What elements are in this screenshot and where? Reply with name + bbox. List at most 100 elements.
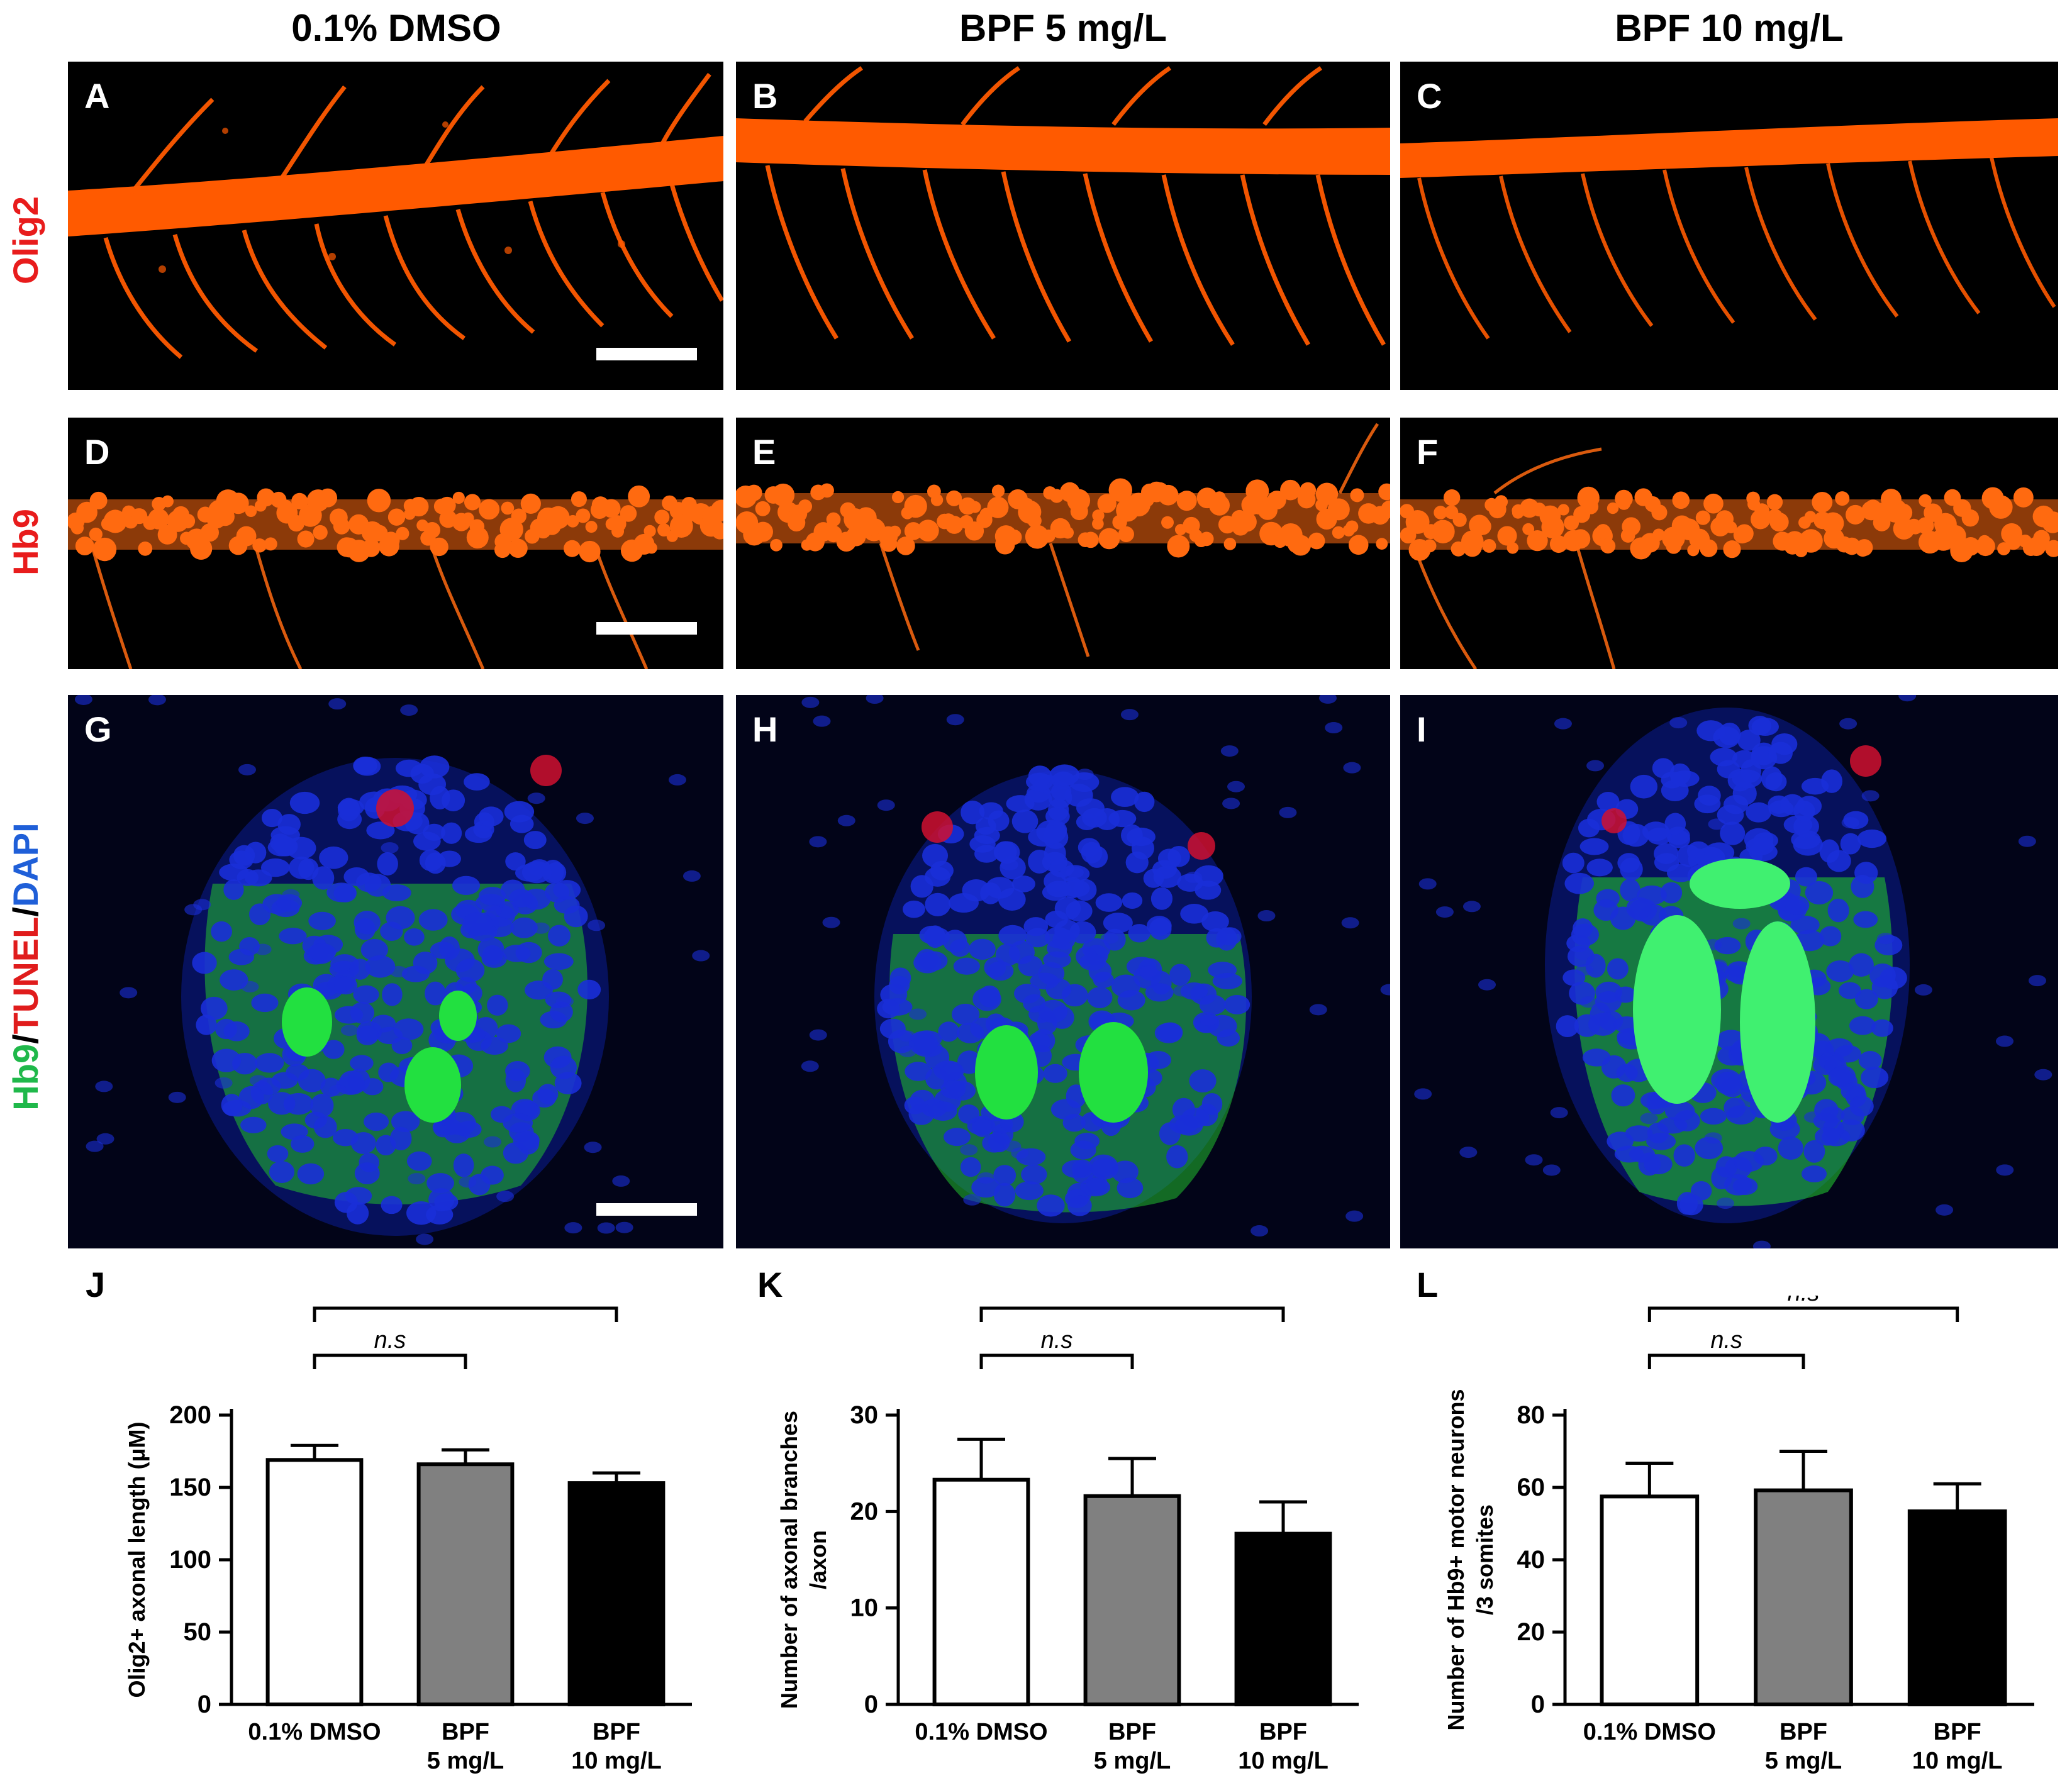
- y-tick-label: 60: [1517, 1474, 1546, 1501]
- x-tick-label: BPF: [442, 1719, 489, 1745]
- x-tick-label: BPF: [1259, 1719, 1307, 1745]
- bar: [265, 1458, 364, 1706]
- row-label-tunel: TUNEL: [6, 916, 45, 1035]
- panel-d-hb9-dmso: D: [68, 418, 723, 669]
- y-tick-label: 80: [1517, 1401, 1546, 1429]
- panel-letter-b: B: [752, 76, 778, 116]
- significance-label: n.s: [374, 1327, 406, 1353]
- significance-bracket: [313, 1353, 467, 1369]
- panel-letter-g: G: [84, 709, 112, 749]
- chart-letter-k: K: [757, 1265, 783, 1304]
- bar-chart-k: 0 10 20 30 Number of axonal branches/axon 0.1…: [730, 1296, 1396, 1778]
- hb9-image-f: [1400, 447, 2058, 669]
- y-tick-label: 20: [1517, 1618, 1546, 1646]
- x-tick-label: BPF: [1108, 1719, 1156, 1745]
- olig2-image-c: [1400, 118, 2058, 340]
- y-tick-label: 30: [850, 1401, 879, 1429]
- bar-chart-j: 0 50 100 150 200 Olig2+ axonal length (μM) 0.1…: [63, 1296, 730, 1778]
- panel-letter-h: H: [752, 709, 778, 749]
- y-tick-label: 0: [864, 1691, 878, 1718]
- chart-letter-l: L: [1417, 1265, 1439, 1304]
- triple-image-h: [801, 695, 1390, 1237]
- y-axis-label: Number of Hb9+ motor neurons: [1443, 1389, 1469, 1730]
- row-label-olig2: Olig2: [6, 196, 45, 285]
- triple-image-g: [74, 695, 710, 1245]
- x-tick-label: 5 mg/L: [427, 1748, 504, 1774]
- scale-bar-a: [596, 348, 697, 360]
- panel-f-hb9-bpf10: F: [1400, 418, 2058, 669]
- bar: [1754, 1488, 1853, 1706]
- row-label-sep-1: /: [6, 1034, 45, 1044]
- significance-label: ***: [1118, 1296, 1147, 1306]
- bar: [932, 1477, 1030, 1706]
- significance-label: n.s: [1710, 1327, 1742, 1353]
- panel-i-triple-bpf10: I: [1400, 695, 2058, 1248]
- hb9-image-d: [68, 485, 723, 669]
- y-tick-label: 50: [184, 1618, 212, 1646]
- panel-e-hb9-bpf5: E: [736, 418, 1390, 669]
- x-tick-label: 5 mg/L: [1765, 1748, 1842, 1774]
- panel-b-olig2-bpf5: B: [736, 62, 1390, 390]
- y-axis-label: /3 somites: [1472, 1504, 1498, 1615]
- bar-chart-l: 0 20 40 60 80 Number of Hb9+ motor neurons/3 …: [1396, 1296, 2072, 1778]
- x-tick-label: BPF: [1780, 1719, 1827, 1745]
- bar: [1234, 1531, 1332, 1706]
- chart-svg-l: 0 20 40 60 80 Number of Hb9+ motor neurons/3 …: [1443, 1296, 2034, 1774]
- y-axis-label: Olig2+ axonal length (μM): [124, 1421, 150, 1697]
- triple-image-i: [1414, 695, 2053, 1248]
- chart-svg-j: 0 50 100 150 200 Olig2+ axonal length (μM) 0.1…: [124, 1296, 692, 1774]
- panel-letter-d: D: [84, 432, 110, 472]
- y-tick-label: 200: [169, 1401, 211, 1429]
- y-axis-label: Number of axonal branches: [776, 1411, 802, 1709]
- significance-bracket: [979, 1353, 1134, 1369]
- panel-letter-a: A: [84, 76, 110, 116]
- y-tick-label: 40: [1517, 1546, 1546, 1574]
- olig2-image-b: [736, 66, 1390, 346]
- panel-g-triple-dmso: G: [68, 695, 723, 1248]
- significance-bracket: [1647, 1353, 1805, 1369]
- row-label-sep-2: /: [6, 907, 45, 917]
- x-tick-label: BPF: [593, 1719, 640, 1745]
- y-tick-label: 10: [850, 1594, 879, 1622]
- chart-svg-k: 0 10 20 30 Number of axonal branches/axon 0.1…: [776, 1296, 1359, 1774]
- panel-h-triple-bpf5: H: [736, 695, 1390, 1248]
- panel-letter-i: I: [1417, 709, 1427, 749]
- x-tick-label: 5 mg/L: [1094, 1748, 1171, 1774]
- row-label-dapi: DAPI: [6, 823, 45, 908]
- column-header-bpf5: BPF 5 mg/L: [959, 7, 1167, 49]
- bar: [1907, 1509, 2007, 1706]
- x-tick-label: 0.1% DMSO: [915, 1719, 1047, 1745]
- scale-bar-d: [596, 622, 697, 635]
- y-tick-label: 20: [850, 1497, 879, 1525]
- significance-bracket: [1647, 1306, 1959, 1322]
- row-label-hb9-tunel-dapi: Hb9/TUNEL/DAPI: [5, 696, 45, 1237]
- x-tick-label: 10 mg/L: [571, 1748, 662, 1774]
- x-tick-label: 10 mg/L: [1912, 1748, 2003, 1774]
- row-label-hb9: Hb9: [6, 509, 45, 575]
- hb9-image-e: [736, 423, 1390, 657]
- y-axis-label: /axon: [805, 1530, 831, 1589]
- x-tick-label: BPF: [1934, 1719, 1981, 1745]
- significance-label: ***: [452, 1296, 480, 1306]
- panel-letter-e: E: [752, 432, 776, 472]
- chart-letter-j: J: [86, 1265, 106, 1304]
- significance-bracket: [313, 1306, 618, 1322]
- bar: [416, 1462, 515, 1706]
- bar: [1083, 1494, 1181, 1706]
- panel-a-olig2-dmso: A: [68, 62, 723, 390]
- scale-bar-g: [596, 1203, 697, 1216]
- x-tick-label: 10 mg/L: [1238, 1748, 1328, 1774]
- olig2-image-a: [68, 72, 723, 359]
- y-tick-label: 100: [169, 1546, 211, 1574]
- significance-label: n.s: [1788, 1296, 1820, 1306]
- row-label-hb9-green: Hb9: [6, 1043, 45, 1111]
- panel-letter-c: C: [1417, 76, 1442, 116]
- bar: [1600, 1494, 1700, 1706]
- y-tick-label: 0: [1531, 1691, 1545, 1718]
- bar: [567, 1481, 666, 1706]
- column-header-bpf10: BPF 10 mg/L: [1615, 7, 1844, 49]
- significance-label: n.s: [1041, 1327, 1073, 1353]
- panel-c-olig2-bpf10: C: [1400, 62, 2058, 390]
- significance-bracket: [979, 1306, 1285, 1322]
- column-header-dmso: 0.1% DMSO: [291, 7, 501, 49]
